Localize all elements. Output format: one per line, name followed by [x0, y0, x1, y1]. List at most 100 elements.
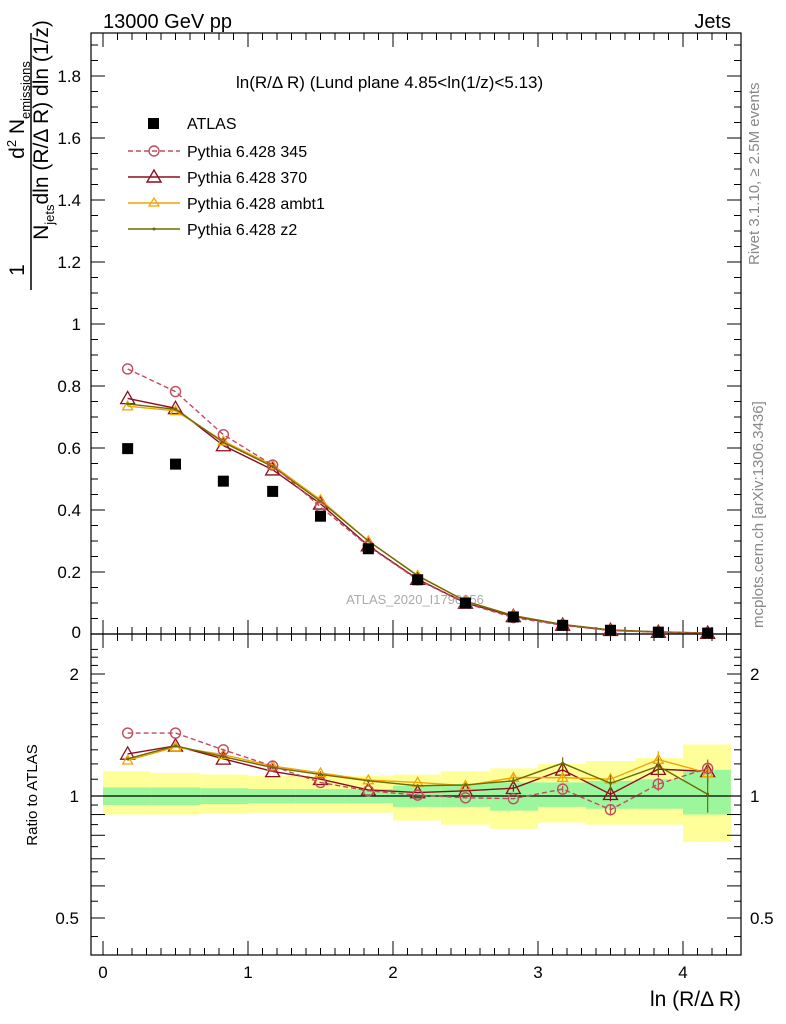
atlas-data-point — [412, 574, 424, 586]
main-y-tick-label: 0.8 — [57, 377, 81, 396]
ratio-series-marker — [602, 785, 619, 801]
ratio-series-marker — [656, 764, 660, 768]
mcplots-label: mcplots.cern.ch [arXiv:1306.3436] — [750, 401, 767, 628]
ratio-y-tick-label-right: 0.5 — [750, 909, 774, 928]
x-axis-label: ln (R/Δ R) — [650, 988, 741, 1011]
ratio-series-marker — [362, 785, 375, 797]
ratio-series-marker — [556, 771, 569, 783]
x-tick-label: 1 — [243, 963, 252, 982]
legend-entry-ambt1: Pythia 6.428 ambt1 — [128, 196, 325, 213]
legend-label-atlas: ATLAS — [187, 116, 237, 133]
ratio-series-marker — [314, 766, 327, 778]
main-y-tick-label: 1.6 — [57, 129, 81, 148]
ratio-y-tick-label: 0.5 — [55, 909, 79, 928]
atlas-data-point — [170, 458, 181, 470]
ratio-series-marker — [706, 792, 710, 796]
svg-text:d2 Nemissions: d2 Nemissions — [4, 61, 33, 159]
atlas-data-point — [652, 626, 664, 638]
ratio-series-marker — [221, 755, 225, 759]
ratio-y-tick-label-right: 1 — [750, 787, 759, 806]
ratio-y-tick-label: 1 — [70, 787, 79, 806]
ratio-series-marker — [319, 772, 322, 776]
ratio-series-marker — [511, 779, 515, 783]
ratio-series-marker — [266, 760, 279, 772]
ratio-series-marker — [609, 781, 612, 785]
ratio-series-marker — [604, 804, 617, 816]
ratio-y-tick-label-right: 2 — [750, 665, 759, 684]
ratio-series-marker — [561, 761, 565, 765]
main-y-tick-label: 1 — [72, 315, 81, 334]
main-y-tick-label: 0.2 — [57, 563, 81, 582]
legend-label-370: Pythia 6.428 370 — [187, 170, 307, 187]
main-series-marker — [126, 402, 130, 406]
main-series-marker — [266, 459, 279, 471]
ratio-series-marker — [217, 744, 230, 756]
atlas-data-point — [217, 475, 229, 487]
x-tick-label: 3 — [533, 963, 542, 982]
atlas-data-point — [122, 443, 134, 455]
main-series-marker — [266, 458, 279, 470]
legend-entry-345: Pythia 6.428 345 — [128, 144, 307, 161]
svg-text:1: 1 — [6, 264, 29, 276]
main-y-tick-label: 0.4 — [57, 501, 81, 520]
main-y-axis-label: 1 d2 Nemissions Njetsdln (R/Δ R) dln (1/… — [4, 20, 57, 290]
ratio-y-tick-label: 2 — [70, 665, 79, 684]
main-series-marker — [217, 428, 230, 441]
ratio-series-marker — [121, 727, 134, 739]
dynamic-layer: 0.2 0.4 0.6 0.8 1 1.2 1.4 1.6 1.8 0 0 1 2 3 4 0.5 0.5 1 1 2… — [55, 32, 774, 982]
ratio-frame — [90, 633, 742, 956]
main-y-tick-label: 0.6 — [57, 439, 81, 458]
ratio-series-marker — [701, 762, 714, 775]
main-y-tick-label: 1.8 — [57, 67, 81, 86]
atlas-data-point — [362, 543, 374, 555]
atlas-data-point — [507, 611, 519, 623]
atlas-data-point — [460, 597, 471, 609]
ratio-series-marker — [459, 792, 472, 804]
main-series-marker — [167, 400, 184, 415]
ratio-y-axis-label: Ratio to ATLAS — [24, 744, 41, 845]
ratio-series-marker — [411, 789, 424, 801]
main-series-marker — [121, 363, 134, 375]
ratio-series-marker — [366, 779, 370, 783]
ratio-series-marker — [362, 773, 375, 785]
x-tick-label: 2 — [388, 963, 397, 982]
header-right-text: Jets — [694, 11, 731, 33]
ratio-series-marker — [174, 744, 177, 748]
atlas-data-point — [557, 619, 569, 631]
main-y-tick-label: 0 — [72, 623, 81, 642]
ratio-series-marker — [314, 776, 327, 789]
legend-entry-370: Pythia 6.428 370 — [128, 168, 307, 187]
ratio-series-marker — [169, 727, 182, 739]
atlas-data-point — [702, 627, 714, 639]
x-tick-label: 4 — [678, 963, 687, 982]
legend-entry-z2: Pythia 6.428 z2 — [128, 222, 297, 239]
header-left-text: 13000 GeV pp — [103, 11, 232, 33]
main-series-marker — [221, 440, 225, 444]
atlas-data-point — [267, 485, 279, 497]
legend-label-ambt1: Pythia 6.428 ambt1 — [187, 196, 325, 213]
ratio-series-marker — [121, 753, 134, 765]
legend-label-z2: Pythia 6.428 z2 — [187, 222, 297, 239]
main-series-marker — [169, 385, 182, 398]
legend-entry-atlas: ATLAS — [148, 116, 237, 133]
main-series-marker — [174, 407, 177, 411]
ratio-series-marker — [507, 792, 520, 805]
x-tick-label: 0 — [98, 963, 107, 982]
ratio-series-marker — [652, 778, 665, 790]
chart-title: ln(R/Δ R) (Lund plane 4.85<ln(1/z)<5.13) — [236, 73, 543, 92]
main-y-tick-label: 1.4 — [57, 191, 81, 210]
main-y-tick-label: 1.2 — [57, 253, 81, 272]
svg-text:Njetsdln (R/Δ R) dln (1/z): Njetsdln (R/Δ R) dln (1/z) — [30, 20, 57, 240]
rivet-label: Rivet 3.1.10, ≥ 2.5M events — [746, 83, 763, 266]
legend-label-345: Pythia 6.428 345 — [187, 144, 307, 161]
ratio-series-marker — [464, 783, 467, 787]
legend: ATLAS Pythia 6.428 345 Pythia 6.428 370 … — [128, 116, 325, 239]
main-series-marker — [121, 399, 134, 411]
ratio-series-marker — [416, 784, 420, 788]
ratio-series-marker — [126, 757, 130, 761]
atlas-data-point — [315, 510, 326, 522]
ratio-series-marker — [556, 783, 569, 795]
atlas-data-point — [605, 624, 616, 636]
ratio-series-marker — [271, 766, 275, 770]
